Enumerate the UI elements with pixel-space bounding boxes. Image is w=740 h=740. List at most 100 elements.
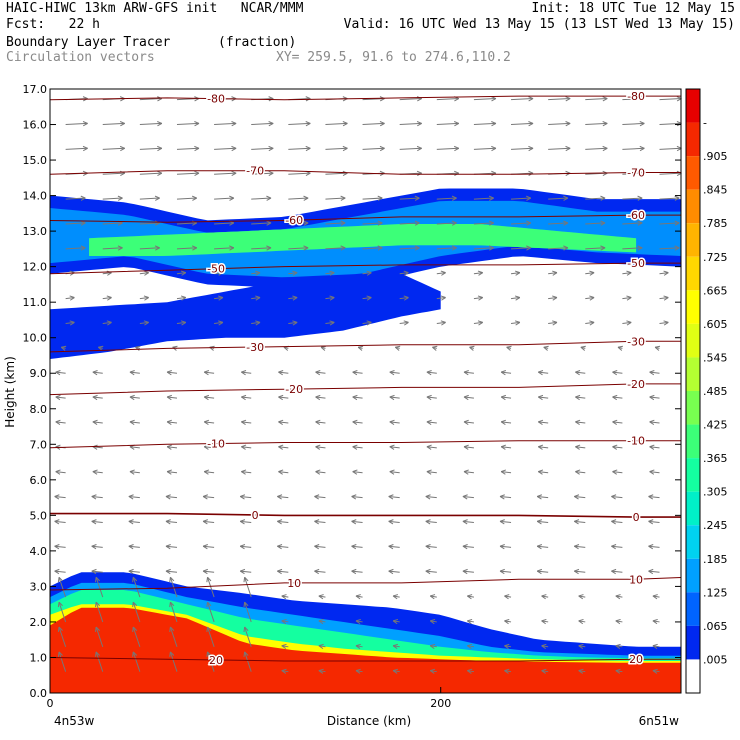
colorbar-label: .245 bbox=[703, 519, 728, 532]
vector-arrow-271 bbox=[659, 295, 669, 301]
vector-shaft bbox=[648, 570, 660, 573]
vector-shaft bbox=[537, 545, 549, 548]
vector-arrow-219 bbox=[612, 369, 623, 376]
vector-head-a bbox=[626, 297, 632, 301]
colorbar-swatch bbox=[686, 424, 700, 459]
vector-head-b bbox=[129, 396, 135, 401]
vector-shaft bbox=[204, 371, 215, 374]
vector-head-b bbox=[575, 396, 580, 401]
vector-shaft bbox=[251, 272, 261, 275]
vector-shaft bbox=[585, 147, 608, 150]
vector-arrow-259 bbox=[214, 295, 224, 301]
vector-arrow-43 bbox=[392, 618, 400, 625]
vector-head-a bbox=[202, 519, 208, 522]
vector-shaft bbox=[463, 471, 474, 474]
vector-arrow-82 bbox=[574, 568, 586, 575]
vector-head-b bbox=[60, 346, 66, 351]
vector-head-b bbox=[600, 220, 606, 224]
vector-head-a bbox=[83, 147, 88, 152]
vector-arrow-357 bbox=[65, 145, 88, 152]
vector-arrow-158 bbox=[241, 444, 252, 450]
vector-head-a bbox=[207, 576, 212, 582]
vector-arrow-202 bbox=[612, 394, 623, 401]
vector-head-a bbox=[218, 272, 224, 276]
contour--20 bbox=[49, 383, 681, 396]
vector-arrow-93 bbox=[351, 544, 363, 550]
vector-head-a bbox=[58, 576, 63, 582]
vector-arrow-12 bbox=[504, 668, 512, 674]
vector-head-a bbox=[389, 394, 395, 398]
vector-shaft bbox=[585, 272, 595, 275]
vector-head-b bbox=[202, 520, 208, 525]
y-tick-label: 0.0 bbox=[30, 687, 48, 700]
vector-head-a bbox=[565, 122, 571, 127]
vector-head-b bbox=[166, 371, 172, 376]
vector-head-a bbox=[155, 222, 160, 226]
vector-arrow-282 bbox=[436, 270, 446, 276]
vector-head-b bbox=[366, 295, 372, 298]
vector-label: Circulation vectors bbox=[6, 50, 155, 65]
vector-head-a bbox=[469, 345, 475, 348]
y-tick-label: 4.0 bbox=[30, 545, 48, 558]
vector-head-b bbox=[429, 670, 435, 674]
vector-arrow-53 bbox=[132, 576, 141, 598]
vector-shaft bbox=[102, 172, 125, 175]
vector-head-a bbox=[107, 272, 112, 276]
vector-arrow-30 bbox=[541, 643, 549, 650]
tracer-fill-layer bbox=[50, 89, 681, 693]
vector-head-a bbox=[602, 147, 608, 152]
vector-head-a bbox=[218, 297, 224, 301]
vector-head-b bbox=[315, 421, 321, 425]
vector-head-b bbox=[329, 320, 335, 323]
vector-head-a bbox=[229, 222, 235, 226]
vector-shaft bbox=[92, 371, 103, 374]
vector-head-b bbox=[340, 220, 346, 224]
vector-head-a bbox=[266, 222, 272, 226]
vector-head-a bbox=[425, 519, 431, 522]
vector-arrow-295 bbox=[288, 245, 309, 251]
vector-arrow-47 bbox=[541, 618, 549, 625]
vector-shaft bbox=[399, 297, 409, 300]
vector-head-a bbox=[318, 668, 324, 672]
vector-head-a bbox=[202, 544, 208, 547]
vector-head-a bbox=[129, 369, 135, 373]
vector-arrow-112 bbox=[425, 519, 437, 525]
vector-head-a bbox=[612, 444, 618, 448]
vector-head-a bbox=[355, 594, 361, 597]
vector-arrow-165 bbox=[500, 444, 512, 450]
vector-head-b bbox=[266, 195, 272, 199]
vector-shaft bbox=[251, 197, 272, 200]
vector-shaft bbox=[244, 577, 252, 598]
vector-head-b bbox=[506, 346, 511, 351]
vector-head-b bbox=[154, 245, 160, 249]
contour--30 bbox=[49, 340, 681, 353]
vector-shaft bbox=[139, 247, 160, 250]
vector-head-b bbox=[425, 520, 431, 525]
vector-head-b bbox=[154, 195, 160, 199]
vector-head-a bbox=[500, 419, 507, 423]
vector-head-b bbox=[504, 620, 509, 625]
contour-10 bbox=[49, 577, 682, 591]
colorbar-swatch bbox=[686, 256, 700, 291]
vector-arrow-17 bbox=[57, 626, 67, 647]
vector-arrow-149 bbox=[537, 469, 549, 475]
vector-head-a bbox=[388, 494, 394, 497]
vector-shaft bbox=[240, 520, 252, 523]
y-tick-label: 16.0 bbox=[23, 119, 48, 132]
vector-head-a bbox=[231, 147, 237, 152]
vector-arrow-265 bbox=[436, 295, 446, 301]
vector-arrow-140 bbox=[203, 469, 215, 475]
vector-head-b bbox=[463, 421, 469, 425]
vector-head-a bbox=[615, 618, 621, 622]
vector-arrow-269 bbox=[585, 295, 595, 301]
contour-label-0: 0 bbox=[252, 509, 259, 522]
y-tick-label: 8.0 bbox=[30, 403, 48, 416]
vector-head-a bbox=[578, 618, 584, 622]
vector-arrow-362 bbox=[251, 145, 274, 152]
vector-head-a bbox=[329, 321, 335, 326]
vector-arrow-344 bbox=[214, 170, 237, 177]
vector-shaft bbox=[165, 520, 178, 523]
vector-shaft bbox=[102, 122, 125, 126]
vector-head-a bbox=[315, 419, 321, 423]
vector-shaft bbox=[362, 247, 383, 250]
